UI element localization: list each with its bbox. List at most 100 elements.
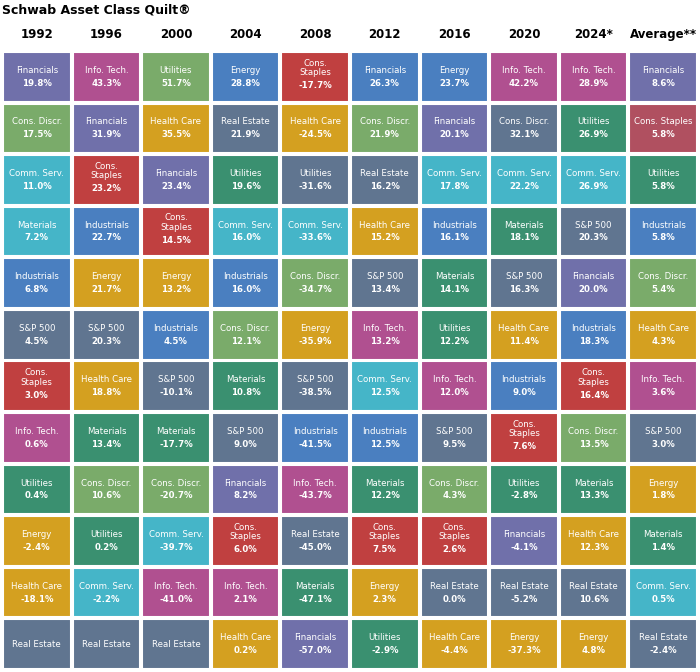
FancyBboxPatch shape [351, 516, 419, 566]
Text: 0.0%: 0.0% [442, 595, 466, 603]
FancyBboxPatch shape [490, 155, 558, 205]
FancyBboxPatch shape [212, 413, 279, 462]
Text: 2024*: 2024* [574, 28, 613, 41]
Text: 2.6%: 2.6% [442, 546, 466, 554]
Text: Health Care: Health Care [568, 530, 619, 539]
FancyBboxPatch shape [421, 362, 488, 411]
Text: 7.2%: 7.2% [25, 233, 49, 243]
FancyBboxPatch shape [421, 413, 488, 462]
FancyBboxPatch shape [73, 310, 140, 360]
FancyBboxPatch shape [490, 258, 558, 308]
Text: -17.7%: -17.7% [298, 81, 332, 90]
Text: Financials: Financials [294, 633, 336, 642]
FancyBboxPatch shape [142, 620, 210, 669]
Text: Energy: Energy [300, 324, 330, 333]
Text: 8.6%: 8.6% [651, 79, 675, 88]
FancyBboxPatch shape [3, 620, 71, 669]
Text: 20.3%: 20.3% [92, 337, 121, 345]
FancyBboxPatch shape [142, 207, 210, 256]
Text: 12.3%: 12.3% [579, 543, 608, 552]
FancyBboxPatch shape [421, 52, 488, 101]
FancyBboxPatch shape [281, 362, 349, 411]
Text: Cons.
Staples: Cons. Staples [90, 162, 122, 180]
FancyBboxPatch shape [3, 568, 71, 618]
FancyBboxPatch shape [560, 103, 627, 153]
FancyBboxPatch shape [212, 310, 279, 360]
Text: 5.4%: 5.4% [651, 285, 675, 294]
Text: Cons. Discr.: Cons. Discr. [568, 427, 619, 436]
Text: S&P 500: S&P 500 [18, 324, 55, 333]
Text: -38.5%: -38.5% [298, 388, 332, 397]
Text: Industrials: Industrials [571, 324, 616, 333]
FancyBboxPatch shape [351, 52, 419, 101]
Text: Cons. Discr.: Cons. Discr. [12, 118, 62, 126]
Text: 18.1%: 18.1% [509, 233, 539, 243]
Text: 10.6%: 10.6% [579, 595, 608, 603]
Text: 0.6%: 0.6% [25, 439, 49, 449]
Text: Info. Tech.: Info. Tech. [433, 376, 476, 384]
Text: S&P 500: S&P 500 [88, 324, 125, 333]
FancyBboxPatch shape [351, 413, 419, 462]
Text: S&P 500: S&P 500 [367, 272, 403, 281]
Text: -43.7%: -43.7% [298, 491, 332, 501]
FancyBboxPatch shape [351, 620, 419, 669]
FancyBboxPatch shape [281, 464, 349, 514]
Text: 10.6%: 10.6% [92, 491, 121, 501]
Text: Health Care: Health Care [81, 376, 132, 384]
FancyBboxPatch shape [281, 52, 349, 101]
Text: 17.5%: 17.5% [22, 130, 52, 139]
Text: Info. Tech.: Info. Tech. [641, 376, 685, 384]
FancyBboxPatch shape [3, 413, 71, 462]
Text: Comm. Serv.: Comm. Serv. [79, 582, 134, 591]
Text: Energy: Energy [509, 633, 539, 642]
Text: Utilities: Utilities [578, 118, 610, 126]
Text: Cons.
Staples: Cons. Staples [508, 419, 540, 438]
Text: 2.1%: 2.1% [234, 595, 258, 603]
Text: 4.5%: 4.5% [164, 337, 188, 345]
Text: Industrials: Industrials [15, 272, 60, 281]
Text: 23.2%: 23.2% [92, 184, 121, 194]
Text: Health Care: Health Care [429, 633, 480, 642]
Text: 1992: 1992 [20, 28, 53, 41]
FancyBboxPatch shape [281, 103, 349, 153]
Text: Financials: Financials [15, 66, 58, 75]
FancyBboxPatch shape [73, 103, 140, 153]
Text: 2004: 2004 [230, 28, 262, 41]
Text: Utilities: Utilities [508, 478, 540, 487]
Text: 16.2%: 16.2% [370, 182, 400, 191]
Text: Comm. Serv.: Comm. Serv. [636, 582, 691, 591]
Text: Cons.
Staples: Cons. Staples [230, 523, 262, 542]
FancyBboxPatch shape [560, 207, 627, 256]
Text: 51.7%: 51.7% [161, 79, 191, 88]
Text: 4.3%: 4.3% [442, 491, 466, 501]
Text: 2016: 2016 [438, 28, 470, 41]
Text: Info. Tech.: Info. Tech. [154, 582, 198, 591]
Text: Materials: Materials [87, 427, 126, 436]
Text: Cons.
Staples: Cons. Staples [578, 368, 610, 386]
Text: Utilities: Utilities [368, 633, 401, 642]
FancyBboxPatch shape [490, 362, 558, 411]
Text: Comm. Serv.: Comm. Serv. [358, 376, 412, 384]
Text: 14.1%: 14.1% [440, 285, 470, 294]
Text: 2000: 2000 [160, 28, 192, 41]
Text: 13.2%: 13.2% [161, 285, 191, 294]
FancyBboxPatch shape [629, 362, 697, 411]
Text: Info. Tech.: Info. Tech. [224, 582, 267, 591]
Text: 16.0%: 16.0% [231, 233, 260, 243]
Text: Industrials: Industrials [640, 220, 685, 230]
FancyBboxPatch shape [73, 362, 140, 411]
FancyBboxPatch shape [212, 464, 279, 514]
FancyBboxPatch shape [281, 207, 349, 256]
Text: Financials: Financials [225, 478, 267, 487]
Text: 42.2%: 42.2% [509, 79, 539, 88]
Text: 2008: 2008 [299, 28, 332, 41]
FancyBboxPatch shape [490, 568, 558, 618]
Text: 0.4%: 0.4% [25, 491, 49, 501]
FancyBboxPatch shape [73, 413, 140, 462]
Text: 7.6%: 7.6% [512, 442, 536, 452]
Text: Cons. Discr.: Cons. Discr. [429, 478, 480, 487]
FancyBboxPatch shape [73, 568, 140, 618]
Text: 21.7%: 21.7% [92, 285, 121, 294]
FancyBboxPatch shape [212, 103, 279, 153]
Text: 16.3%: 16.3% [509, 285, 539, 294]
